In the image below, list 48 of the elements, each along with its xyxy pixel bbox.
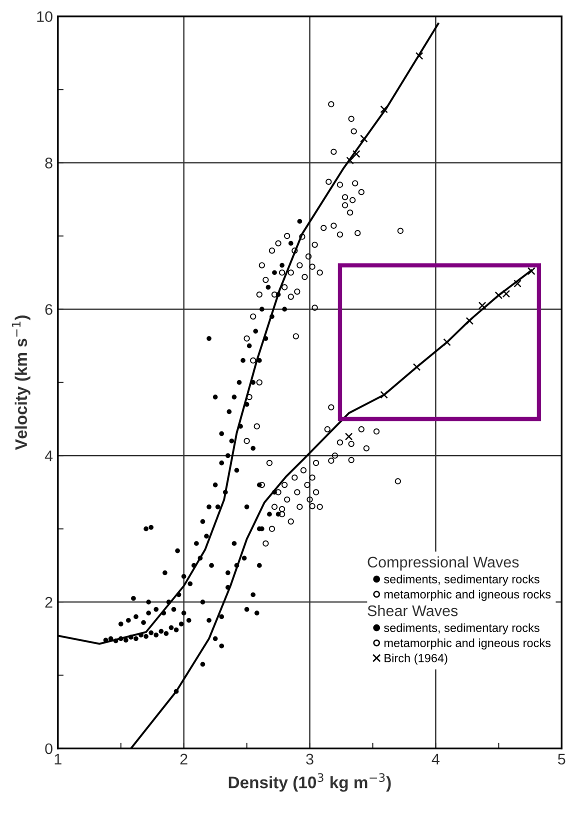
- annotation: Shear Waves: [368, 604, 458, 616]
- point: [380, 105, 388, 114]
- x-tick-label: 4: [432, 754, 440, 764]
- point: [256, 482, 262, 488]
- point: [254, 610, 260, 616]
- point: [360, 134, 368, 143]
- y-tick-label: 10: [37, 11, 52, 22]
- y-tick-label: 4: [44, 450, 53, 462]
- point: [344, 432, 353, 440]
- point: [415, 52, 424, 60]
- point: [412, 363, 421, 371]
- annotation: Compressional Waves: [368, 556, 519, 571]
- point: [219, 644, 224, 648]
- point: [267, 512, 272, 517]
- point: [200, 662, 206, 667]
- point: [478, 302, 486, 310]
- point: [244, 504, 250, 510]
- point: [466, 317, 474, 325]
- y-tick-label: 2: [45, 596, 52, 608]
- point: [174, 688, 179, 694]
- point: [250, 592, 256, 598]
- point: [244, 606, 250, 612]
- y-tick-label: 0: [45, 743, 52, 754]
- point: [352, 150, 360, 158]
- point: [234, 563, 240, 568]
- point: [242, 556, 247, 561]
- point: [226, 585, 230, 590]
- y-axis-title: Velocity (km s$^{−1}$): [12, 316, 30, 450]
- point: [212, 636, 218, 642]
- x-axis-title: Density (10$^{3}$ kg m$^{−3}$): [228, 773, 391, 792]
- point: [256, 563, 262, 568]
- x-tick-label: 1: [54, 754, 62, 764]
- point: [346, 156, 354, 164]
- point: [528, 267, 536, 276]
- point: [380, 390, 388, 399]
- y-tick-label: 8: [45, 158, 52, 168]
- legend-label: metamorphic and igneous rocks: [384, 638, 551, 650]
- x-tick-label: 3: [306, 754, 314, 765]
- x-tick-label: 5: [558, 754, 566, 765]
- point: [272, 490, 277, 495]
- point: [514, 280, 522, 288]
- legend-label: metamorphic and igneous rocks: [384, 590, 551, 601]
- x-tick-label: 2: [180, 754, 188, 764]
- y-tick-label: 6: [45, 304, 52, 315]
- legend-label: Birch (1964): [384, 654, 448, 665]
- legend-label: sediments, sedimentary rocks: [384, 623, 540, 634]
- legend-label: sediments, sedimentary rocks: [384, 574, 540, 586]
- point: [276, 512, 281, 517]
